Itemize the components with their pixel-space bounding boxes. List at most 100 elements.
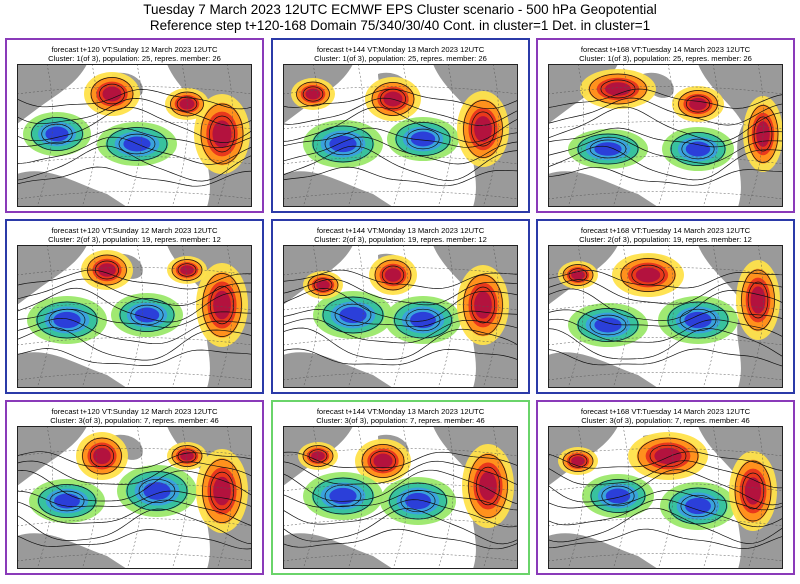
graticule-line bbox=[702, 245, 719, 388]
closed-contour bbox=[99, 83, 125, 105]
closed-contour bbox=[361, 444, 405, 478]
panel-title: forecast t+144 VT:Monday 13 March 2023 1… bbox=[316, 226, 485, 235]
geopotential-contour bbox=[548, 348, 783, 367]
geopotential-contour bbox=[17, 327, 252, 361]
geopotential-contour bbox=[283, 106, 518, 143]
geopotential-contour bbox=[548, 318, 783, 343]
graticule-line bbox=[17, 553, 252, 562]
cold-anomaly-shading bbox=[134, 307, 160, 323]
graticule-line bbox=[437, 64, 454, 207]
cold-anomaly-shading bbox=[405, 492, 431, 510]
warm-anomaly-shading bbox=[479, 471, 497, 501]
closed-contour bbox=[49, 490, 85, 512]
warm-anomaly-shading bbox=[635, 267, 661, 283]
graticule-line bbox=[283, 121, 518, 130]
map-border bbox=[17, 64, 252, 207]
warm-anomaly-shading bbox=[474, 291, 492, 319]
geopotential-contour bbox=[283, 309, 518, 328]
graticule-line bbox=[548, 372, 783, 381]
map-canvas bbox=[283, 426, 518, 569]
closed-contour bbox=[171, 445, 203, 467]
panel-cluster3-t120: forecast t+120 VT:Sunday 12 March 2023 1… bbox=[5, 400, 264, 575]
panel-cluster2-t120: forecast t+120 VT:Sunday 12 March 2023 1… bbox=[5, 219, 264, 394]
graticule-line bbox=[567, 245, 584, 388]
closed-contour bbox=[313, 278, 333, 292]
graticule-line bbox=[657, 245, 674, 388]
cold-anomaly-shading bbox=[685, 497, 711, 515]
cold-anomaly-shading bbox=[329, 135, 357, 153]
map-border bbox=[548, 245, 783, 388]
closed-contour bbox=[637, 437, 699, 475]
warm-anomaly-shading bbox=[212, 120, 232, 148]
land-mass bbox=[548, 533, 658, 569]
closed-contour bbox=[334, 303, 372, 327]
closed-contour bbox=[577, 133, 639, 165]
panel-title: forecast t+120 VT:Sunday 12 March 2023 1… bbox=[51, 45, 218, 54]
closed-contour bbox=[31, 117, 83, 151]
geopotential-contour bbox=[283, 528, 518, 550]
geopotential-contour bbox=[17, 89, 252, 110]
map-canvas bbox=[548, 426, 783, 569]
graticule-line bbox=[702, 426, 719, 569]
panel-subtitle: Cluster: 3(of 3), population: 7, repres.… bbox=[316, 416, 485, 425]
cold-anomaly-shading bbox=[685, 141, 711, 157]
closed-contour bbox=[475, 466, 501, 506]
map-canvas bbox=[548, 64, 783, 207]
graticule-line bbox=[548, 448, 783, 457]
closed-contour bbox=[568, 454, 588, 468]
land-mass bbox=[283, 171, 393, 207]
land-mass bbox=[283, 352, 393, 388]
geopotential-contour bbox=[548, 127, 783, 148]
graticule-line bbox=[548, 121, 783, 130]
panel-cluster1-t144: forecast t+144 VT:Monday 13 March 2023 1… bbox=[271, 38, 530, 213]
graticule-line bbox=[437, 426, 454, 569]
map-canvas bbox=[548, 245, 783, 388]
panel-title: forecast t+168 VT:Tuesday 14 March 2023 … bbox=[580, 45, 751, 54]
graticule-line bbox=[347, 64, 364, 207]
graticule-line bbox=[747, 426, 764, 569]
graticule-line bbox=[126, 245, 143, 388]
geopotential-contour bbox=[17, 145, 252, 182]
geopotential-contour bbox=[548, 166, 783, 186]
cold-anomaly-shading bbox=[594, 142, 622, 156]
warm-anomaly-shading bbox=[474, 116, 492, 142]
graticule-line bbox=[548, 337, 783, 346]
geopotential-contour bbox=[548, 106, 783, 143]
cluster-panel-grid: forecast t+120 VT:Sunday 12 March 2023 1… bbox=[5, 38, 795, 581]
geopotential-contour bbox=[17, 348, 252, 366]
map-border bbox=[548, 426, 783, 569]
graticule-line bbox=[283, 337, 518, 346]
geopotential-contour bbox=[17, 317, 252, 345]
closed-contour bbox=[741, 269, 775, 331]
graticule-line bbox=[216, 426, 233, 569]
closed-contour bbox=[312, 477, 374, 515]
closed-contour bbox=[590, 479, 646, 513]
geopotential-contour bbox=[283, 327, 518, 360]
closed-contour bbox=[106, 127, 168, 161]
warm-anomaly-shading bbox=[605, 82, 631, 96]
warm-anomaly-shading bbox=[744, 477, 762, 505]
geopotential-contour bbox=[548, 451, 783, 472]
graticule-line bbox=[171, 245, 188, 388]
closed-contour bbox=[406, 128, 440, 150]
geopotential-contour bbox=[283, 278, 518, 306]
map-canvas bbox=[283, 245, 518, 388]
panel-cluster2-t168: forecast t+168 VT:Tuesday 14 March 2023 … bbox=[536, 219, 795, 394]
warm-anomaly-shading bbox=[571, 456, 585, 466]
warm-anomaly-shading bbox=[750, 286, 766, 314]
panel-subtitle: Cluster: 1(of 3), population: 25, repres… bbox=[48, 54, 221, 63]
closed-contour bbox=[307, 274, 339, 296]
graticule-line bbox=[612, 64, 629, 207]
geopotential-contour bbox=[17, 127, 252, 149]
warm-anomaly-shading bbox=[384, 268, 402, 282]
graticule-line bbox=[171, 426, 188, 569]
land-mass bbox=[17, 533, 127, 569]
geopotential-contour bbox=[548, 88, 783, 109]
warm-anomaly-shading bbox=[102, 86, 122, 102]
land-mass bbox=[17, 426, 87, 486]
graticule-line bbox=[36, 426, 53, 569]
closed-contour bbox=[667, 301, 729, 339]
geopotential-contour bbox=[283, 145, 518, 181]
panel-subtitle: Cluster: 1(of 3), population: 25, repres… bbox=[314, 54, 487, 63]
graticule-line bbox=[17, 191, 252, 200]
